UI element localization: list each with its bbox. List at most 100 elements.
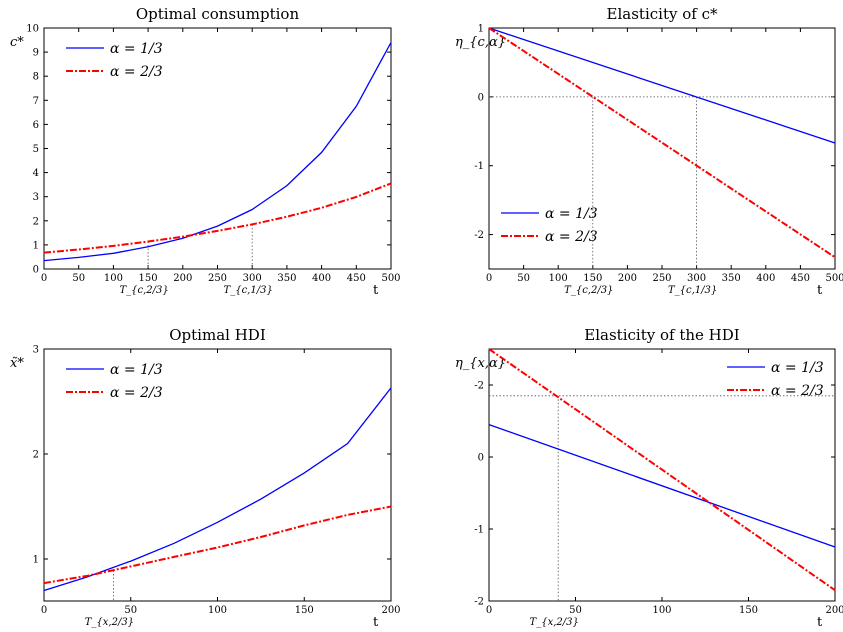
x-tick-label: 300	[687, 273, 706, 284]
plot-frame	[43, 348, 392, 602]
x-tick-label: 50	[569, 605, 582, 616]
y-tick-label: 1	[33, 555, 39, 566]
x-tick-label: 200	[381, 605, 400, 616]
x-tick-label: 350	[722, 273, 741, 284]
x-tick-label: 450	[791, 273, 810, 284]
x-tick-label: 100	[208, 605, 227, 616]
y-axis-label: η_{x,α}	[455, 356, 506, 371]
x-tick-label: 200	[173, 273, 192, 284]
series-line-alpha-two-thirds	[488, 27, 836, 259]
y-axis-label: c*	[10, 35, 24, 50]
x-axis-label: t	[373, 283, 379, 298]
x-tick-label: 400	[756, 273, 775, 284]
legend: α = 1/3 α = 2/3	[727, 360, 824, 399]
y-tick-label: 0	[478, 453, 484, 464]
plot-frame	[488, 27, 836, 270]
x-tick-label: 450	[347, 273, 366, 284]
series-line-alpha-two-thirds	[43, 182, 392, 254]
y-tick-label: 1	[33, 240, 39, 251]
x-axis-label: t	[817, 283, 823, 298]
x-tick-label: 150	[739, 605, 758, 616]
threshold-label: T_{x,2/3}	[85, 617, 134, 628]
threshold-label: T_{c,2/3}	[119, 285, 168, 296]
x-tick-label: 100	[549, 273, 568, 284]
x-tick-label: 50	[517, 273, 530, 284]
y-tick-label: -2	[474, 597, 484, 608]
x-axis-label: t	[817, 615, 823, 630]
x-tick-label: 100	[652, 605, 671, 616]
y-axis-label: x̃*	[10, 356, 24, 371]
legend-label: α = 1/3	[110, 362, 163, 378]
threshold-label: T_{c,1/3}	[224, 285, 273, 296]
legend-label: α = 2/3	[771, 383, 824, 399]
series-line-alpha-one-third	[43, 387, 392, 592]
x-tick-label: 0	[41, 273, 47, 284]
legend: α = 1/3 α = 2/3	[501, 206, 598, 245]
chart-panel-3: Optimal HDI 0 50 100 150 200 1 2 3 t x̃* T_{x,2/3} α…	[10, 326, 401, 630]
legend-label: α = 1/3	[545, 206, 598, 222]
y-tick-label: 4	[33, 168, 39, 179]
chart-panel-2: Elasticity of c* 0 50 100 150 200 250 300 350 400…	[455, 5, 843, 298]
legend-label: α = 2/3	[545, 229, 598, 245]
x-tick-label: 500	[381, 273, 400, 284]
x-tick-label: 50	[72, 273, 85, 284]
y-tick-label: 9	[33, 48, 39, 59]
plot-frame	[43, 27, 392, 270]
threshold-label: T_{c,2/3}	[564, 285, 613, 296]
chart-title: Optimal HDI	[169, 326, 266, 344]
threshold-label: T_{c,1/3}	[668, 285, 717, 296]
x-tick-label: 150	[295, 605, 314, 616]
legend-label: α = 2/3	[110, 385, 163, 401]
series-line-alpha-two-thirds	[488, 348, 836, 592]
series-line-alpha-one-third	[43, 42, 392, 262]
y-tick-label: 0	[33, 265, 39, 276]
y-axis-label: η_{c,α}	[455, 35, 506, 50]
x-tick-label: 400	[312, 273, 331, 284]
x-tick-label: 150	[583, 273, 602, 284]
y-tick-label: -2	[474, 381, 484, 392]
y-tick-label: 10	[26, 24, 39, 35]
x-tick-label: 200	[825, 605, 843, 616]
legend: α = 1/3 α = 2/3	[66, 362, 163, 401]
y-tick-label: -1	[474, 525, 484, 536]
x-tick-label: 50	[124, 605, 137, 616]
x-tick-label: 300	[243, 273, 262, 284]
x-tick-label: 250	[208, 273, 227, 284]
chart-title: Elasticity of c*	[607, 5, 718, 23]
chart-title: Optimal consumption	[136, 5, 300, 23]
x-tick-label: 150	[139, 273, 158, 284]
y-tick-label: -1	[474, 161, 484, 172]
y-tick-label: -2	[474, 230, 484, 241]
y-tick-label: 2	[33, 450, 39, 461]
chart-title: Elasticity of the HDI	[584, 326, 739, 344]
series-line-alpha-one-third	[488, 423, 836, 548]
legend-label: α = 2/3	[110, 64, 163, 80]
y-tick-label: 0	[478, 92, 484, 103]
legend-label: α = 1/3	[110, 41, 163, 57]
series-line-alpha-two-thirds	[43, 505, 392, 585]
x-tick-label: 350	[277, 273, 296, 284]
legend: α = 1/3 α = 2/3	[66, 41, 163, 80]
legend-label: α = 1/3	[771, 360, 824, 376]
x-axis-label: t	[373, 615, 379, 630]
y-tick-label: 2	[33, 216, 39, 227]
y-tick-label: 8	[33, 72, 39, 83]
y-tick-label: 3	[33, 345, 39, 356]
threshold-label: T_{x,2/3}	[530, 617, 579, 628]
series-line-alpha-one-third	[488, 27, 836, 144]
x-tick-label: 500	[825, 273, 843, 284]
x-tick-label: 0	[41, 605, 47, 616]
y-tick-label: 5	[33, 144, 39, 155]
x-tick-label: 0	[486, 273, 492, 284]
x-tick-label: 0	[486, 605, 492, 616]
y-tick-label: 7	[33, 96, 39, 107]
y-tick-label: 1	[478, 24, 484, 35]
x-tick-label: 100	[104, 273, 123, 284]
x-tick-label: 250	[652, 273, 671, 284]
x-tick-label: 200	[618, 273, 637, 284]
y-tick-label: 3	[33, 192, 39, 203]
y-tick-label: 6	[33, 120, 39, 131]
